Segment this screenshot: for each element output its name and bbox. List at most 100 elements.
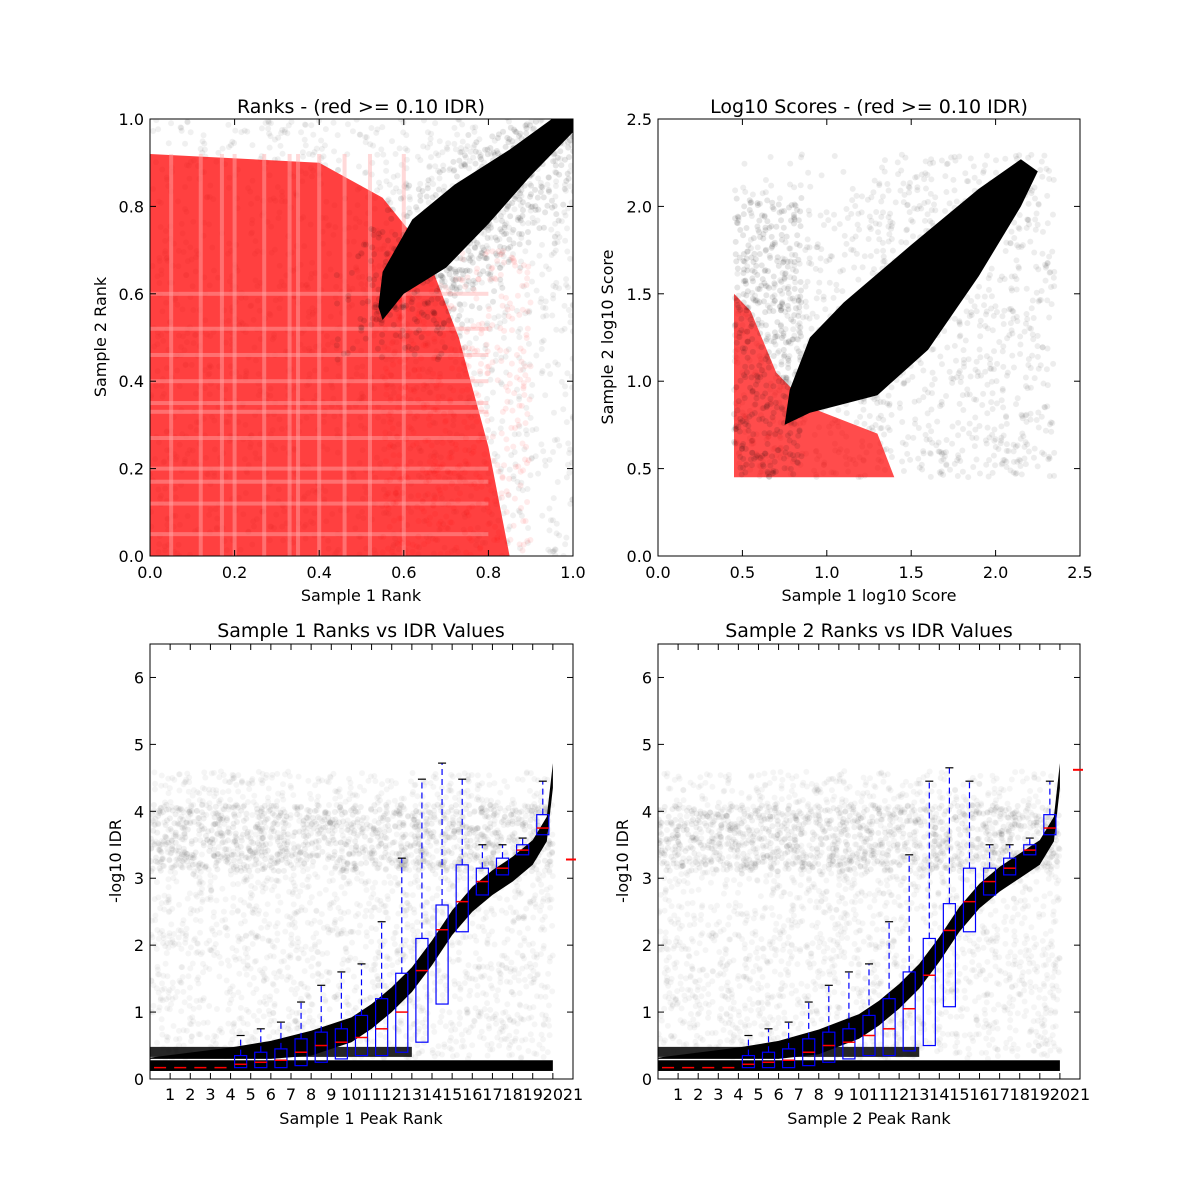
scatter-point-failing (437, 381, 444, 388)
scatter-point (951, 153, 958, 160)
scatter-point (843, 410, 850, 417)
scatter-point (460, 216, 467, 223)
scatter-point (938, 157, 945, 164)
scatter-point (742, 188, 749, 195)
scatter-point (390, 189, 397, 196)
scatter-point-failing (415, 310, 422, 317)
scatter-point (397, 195, 404, 202)
scatter-point (409, 271, 416, 278)
scatter-point (985, 473, 992, 480)
scatter-point (1019, 413, 1026, 420)
scatter-point-failing (524, 325, 531, 332)
scatter-point (737, 226, 744, 233)
scatter-point-failing (489, 457, 496, 464)
scatter-point-failing (395, 310, 402, 317)
scatter-point (985, 275, 992, 282)
scatter-point-failing (474, 347, 481, 354)
scatter-point (392, 150, 399, 157)
scatter-point (812, 265, 819, 272)
scatter-point (878, 213, 885, 220)
scatter-point (569, 496, 573, 503)
scatter-point (546, 1022, 553, 1029)
scatter-point (501, 191, 508, 198)
scatter-point (1035, 200, 1042, 207)
scatter-point (575, 143, 581, 149)
scatter-point (1040, 380, 1047, 387)
scatter-point (545, 266, 552, 273)
scatter-point (451, 217, 458, 224)
scatter-point-failing (428, 442, 435, 449)
scatter-point (837, 268, 844, 275)
scatter-point (378, 317, 385, 324)
scatter-point (152, 821, 159, 828)
scatter-point (335, 166, 342, 173)
scatter-point (889, 247, 896, 254)
scatter-point (749, 411, 756, 418)
scatter-point (478, 201, 485, 208)
scatter-point (299, 149, 306, 156)
scatter-point-failing (444, 468, 451, 475)
scatter-point (525, 201, 532, 208)
scatter-point (528, 204, 535, 211)
scatter-point (501, 231, 508, 238)
scatter-point-failing (461, 418, 468, 425)
axes-frame-ranks (149, 118, 574, 557)
scatter-point (482, 146, 489, 153)
scatter-point (931, 376, 938, 383)
scatter-point (745, 427, 752, 434)
scatter-point (484, 202, 491, 209)
scatter-point (871, 396, 878, 403)
scatter-point (397, 279, 404, 286)
scatter-point (852, 202, 859, 209)
scatter-point (772, 431, 779, 438)
scatter-point (264, 901, 271, 908)
scatter-point-failing (479, 320, 486, 327)
scatter-point (1045, 456, 1052, 463)
scatter-point-failing (392, 332, 399, 339)
scatter-point (362, 139, 369, 146)
scatter-point-failing (387, 419, 394, 426)
scatter-point (478, 210, 485, 217)
scatter-point (1026, 221, 1033, 228)
scatter-point (506, 256, 513, 263)
scatter-point-failing (461, 469, 468, 476)
scatter-point (329, 824, 336, 831)
scatter-point (878, 424, 885, 431)
scatter-point (429, 229, 436, 236)
scatter-point (527, 146, 534, 153)
scatter-point (348, 269, 355, 276)
scatter-point (318, 155, 325, 162)
scatter-point (390, 321, 397, 328)
scatter-point-failing (498, 534, 505, 541)
scatter-point-failing (379, 549, 386, 556)
scatter-point (736, 329, 743, 336)
scatter-point (569, 384, 573, 391)
scatter-point (456, 266, 463, 273)
scatter-point (954, 472, 961, 479)
scatter-point-failing (435, 484, 442, 491)
scatter-point (1044, 403, 1051, 410)
scatter-point (984, 381, 991, 388)
scatter-point (507, 162, 514, 169)
scatter-point (258, 827, 265, 834)
scatter-point (911, 205, 918, 212)
scatter-point-failing (483, 496, 490, 503)
scatter-point (528, 455, 535, 462)
scatter-point (1003, 463, 1010, 470)
scatter-point (971, 303, 978, 310)
scatter-point (744, 267, 751, 274)
scatter-point (535, 139, 542, 146)
scatter-point (511, 431, 518, 438)
scatter-point (515, 328, 522, 335)
scatter-point-failing (429, 370, 436, 377)
scatter-point (525, 239, 532, 246)
scatter-point (755, 226, 762, 233)
scatter-point (488, 416, 495, 423)
scatter-point (231, 140, 238, 147)
scatter-point-failing (524, 538, 531, 545)
scatter-point (550, 495, 557, 502)
scatter-point (1041, 404, 1048, 411)
scatter-point (927, 450, 934, 457)
scatter-point (345, 293, 352, 300)
scatter-point (542, 146, 549, 153)
